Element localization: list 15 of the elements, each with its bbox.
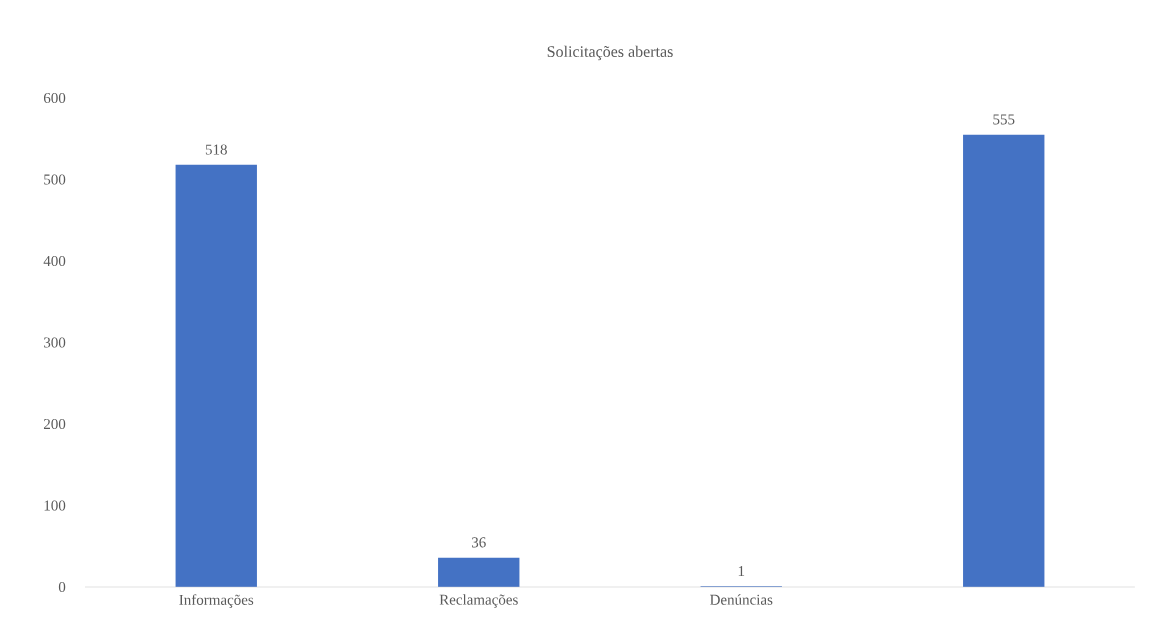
chart-title: Solicitações abertas <box>547 45 673 61</box>
data-label: 555 <box>993 114 1015 125</box>
y-tick-label: 300 <box>44 337 66 348</box>
data-label: 36 <box>471 537 486 548</box>
x-tick-label: Reclamações <box>439 594 518 608</box>
y-tick-label: 400 <box>43 255 66 267</box>
y-tick-label: 0 <box>58 581 66 593</box>
y-tick-label: 500 <box>44 174 66 185</box>
data-label: 518 <box>205 144 227 155</box>
x-tick-label: Denúncias <box>710 594 773 605</box>
data-label: 1 <box>738 566 745 576</box>
y-tick-label: 200 <box>43 418 66 430</box>
y-tick-label: 100 <box>44 500 66 511</box>
x-tick-label: Informações <box>179 594 254 608</box>
y-tick-label: 600 <box>43 92 66 104</box>
